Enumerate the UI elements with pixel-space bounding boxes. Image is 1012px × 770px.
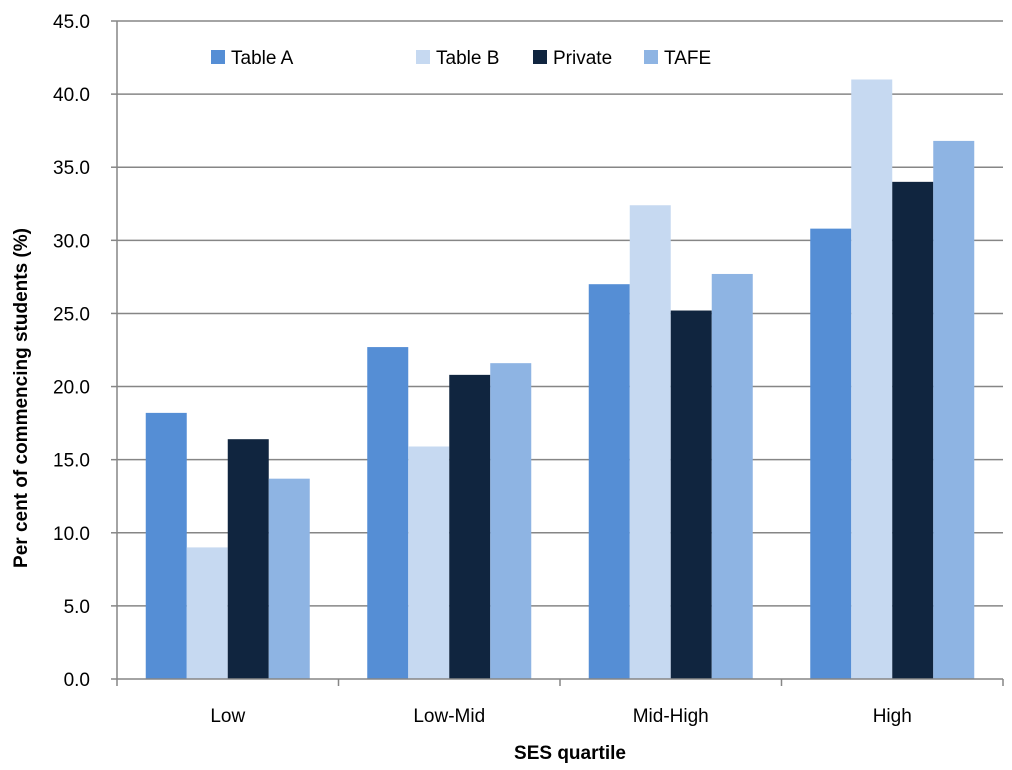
y-tick-label: 40.0 [53,85,90,106]
y-tick-label: 30.0 [53,231,90,252]
x-axis-title: SES quartile [514,743,626,764]
legend-label: Table A [231,48,294,69]
legend-swatch [644,50,658,64]
bar-private [892,181,934,679]
y-axis-title: Per cent of commencing students (%) [11,228,32,568]
x-axis-tick-labels: Low Low-Mid Mid-High High [210,706,911,727]
y-tick-label: 15.0 [53,451,90,472]
bar-private [449,374,491,679]
bar-table-b [851,79,893,679]
y-tick-label: 20.0 [53,378,90,399]
y-tick-label: 10.0 [53,524,90,545]
bar-private [227,439,269,679]
legend: Table A Table B Private TAFE [211,48,711,69]
bar-table-a [810,228,852,679]
x-tick-label: Low [210,706,245,727]
bar-table-b [629,205,671,680]
y-tick-label: 5.0 [64,597,90,618]
bar-table-b [186,547,228,679]
legend-swatch [416,50,430,64]
legend-swatch [533,50,547,64]
bars [145,79,975,680]
bar-table-b [408,446,450,679]
legend-label: TAFE [664,48,711,69]
bar-table-a [145,412,187,679]
bar-tafe [933,140,975,679]
x-tick-label: Mid-High [633,706,709,727]
legend-label: Private [553,48,612,69]
y-tick-label: 25.0 [53,304,90,325]
axes [111,20,1004,686]
bar-table-a [588,284,630,679]
y-tick-label: 35.0 [53,158,90,179]
bar-tafe [711,273,753,679]
legend-swatch [211,50,225,64]
bar-table-a [367,347,409,679]
x-tick-label: High [873,706,912,727]
bar-tafe [490,363,532,679]
bar-private [670,310,712,679]
y-tick-label: 0.0 [64,670,90,691]
y-tick-label: 45.0 [53,12,90,33]
bar-tafe [268,478,310,679]
x-tick-label: Low-Mid [413,706,485,727]
y-axis-tick-labels: 0.0 5.0 10.0 15.0 20.0 25.0 30.0 35.0 40.0 45.0 [53,12,90,691]
legend-label: Table B [436,48,499,69]
